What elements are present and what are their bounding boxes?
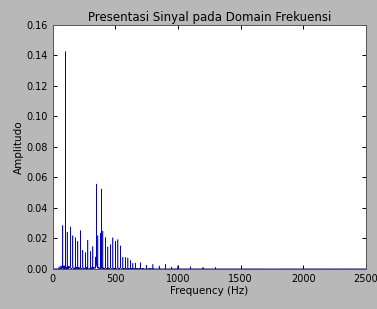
Title: Presentasi Sinyal pada Domain Frekuensi: Presentasi Sinyal pada Domain Frekuensi — [87, 11, 331, 23]
X-axis label: Frequency (Hz): Frequency (Hz) — [170, 286, 248, 296]
Y-axis label: Amplitudo: Amplitudo — [14, 120, 24, 174]
